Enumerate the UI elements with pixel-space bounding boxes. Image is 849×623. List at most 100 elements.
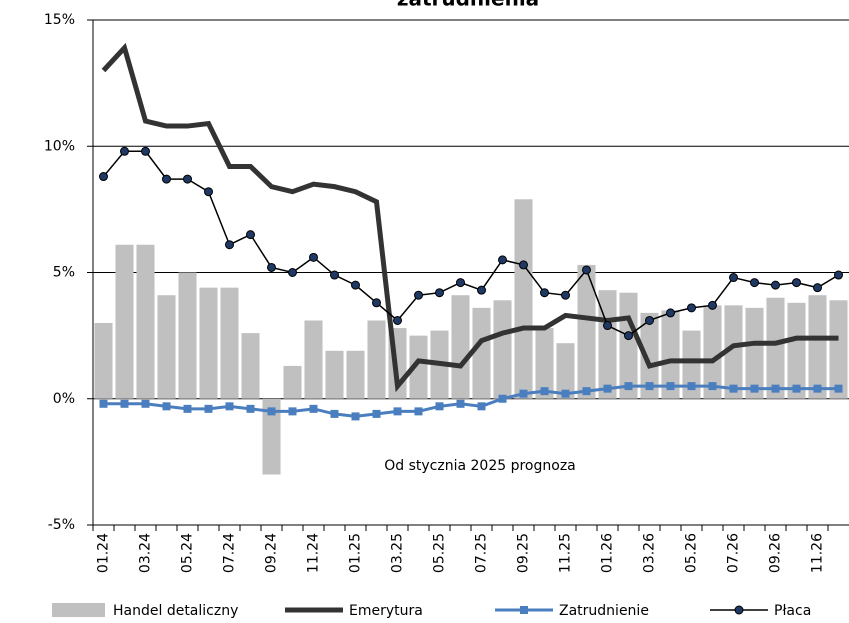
bar <box>94 323 113 399</box>
marker <box>582 265 591 275</box>
bar <box>745 307 764 399</box>
bar <box>766 297 785 399</box>
marker <box>519 389 528 398</box>
marker <box>141 399 150 408</box>
bar <box>262 398 281 475</box>
marker <box>162 402 171 411</box>
marker <box>351 280 360 290</box>
chart-title: zatrudnienia <box>397 0 539 11</box>
x-tick-label: 01.25 <box>348 533 364 573</box>
marker <box>729 384 738 393</box>
bar <box>682 330 701 399</box>
bar <box>472 307 491 399</box>
bar <box>451 295 470 399</box>
x-tick-label: 05.24 <box>180 533 196 573</box>
legend-marker <box>520 606 528 614</box>
bar <box>220 287 239 399</box>
marker <box>372 298 381 308</box>
x-tick-label: 09.26 <box>768 533 784 573</box>
x-tick-label: 07.25 <box>474 533 490 573</box>
marker <box>624 331 633 341</box>
bar <box>535 328 554 399</box>
x-tick-label: 07.24 <box>222 533 238 573</box>
legend-swatch <box>52 603 105 617</box>
bar <box>829 300 848 399</box>
marker <box>309 404 318 413</box>
y-tick-label: 15% <box>44 12 75 28</box>
marker <box>267 262 276 272</box>
marker <box>309 252 318 262</box>
bar <box>199 287 218 399</box>
marker <box>645 315 654 325</box>
marker <box>351 412 360 421</box>
bar <box>409 335 428 399</box>
marker <box>477 285 486 295</box>
marker <box>267 407 276 416</box>
bar <box>808 295 827 399</box>
bar <box>724 305 743 399</box>
bar <box>157 295 176 399</box>
y-tick-label: 0% <box>53 391 75 407</box>
marker <box>834 270 843 280</box>
marker <box>288 268 297 277</box>
bar <box>640 312 659 399</box>
marker <box>624 382 633 391</box>
x-tick-label: 01.26 <box>600 533 616 573</box>
bar <box>325 350 344 399</box>
x-tick-label: 07.26 <box>726 533 742 573</box>
legend-label: Emerytura <box>349 603 423 619</box>
marker <box>708 300 717 310</box>
bar <box>661 310 680 399</box>
marker <box>99 172 108 182</box>
x-tick-label: 03.25 <box>390 533 406 573</box>
bar <box>283 365 302 399</box>
x-tick-label: 03.24 <box>138 533 154 573</box>
marker <box>225 402 234 411</box>
bar <box>304 320 323 399</box>
x-tick-label: 11.24 <box>306 533 322 573</box>
marker <box>687 382 696 391</box>
marker <box>456 278 465 288</box>
bar <box>346 350 365 399</box>
legend-marker <box>734 605 744 615</box>
marker <box>750 384 759 393</box>
marker <box>162 174 171 184</box>
bar <box>787 302 806 399</box>
marker <box>414 290 423 300</box>
marker <box>687 303 696 313</box>
bar <box>178 272 197 399</box>
marker <box>792 278 801 288</box>
bar <box>367 320 386 399</box>
marker <box>330 270 339 280</box>
marker <box>792 384 801 393</box>
marker <box>372 409 381 418</box>
marker <box>771 280 780 290</box>
bar <box>241 333 260 399</box>
marker <box>603 321 612 331</box>
marker <box>666 308 675 318</box>
x-tick-label: 03.26 <box>642 533 658 573</box>
marker <box>183 404 192 413</box>
legend-label: Zatrudnienie <box>559 603 649 619</box>
marker <box>330 409 339 418</box>
marker <box>666 382 675 391</box>
marker <box>435 402 444 411</box>
marker <box>771 384 780 393</box>
marker <box>414 407 423 416</box>
marker <box>225 240 234 250</box>
marker <box>708 382 717 391</box>
x-tick-label: 11.26 <box>810 533 826 573</box>
marker <box>813 384 822 393</box>
marker <box>603 384 612 393</box>
bar <box>703 305 722 399</box>
marker <box>393 407 402 416</box>
marker <box>99 399 108 408</box>
marker <box>645 382 654 391</box>
marker <box>834 384 843 393</box>
bar <box>556 343 575 399</box>
bar <box>598 290 617 399</box>
marker <box>498 394 507 403</box>
x-tick-label: 09.25 <box>516 533 532 573</box>
bar <box>493 300 512 399</box>
x-tick-label: 01.24 <box>96 533 112 573</box>
